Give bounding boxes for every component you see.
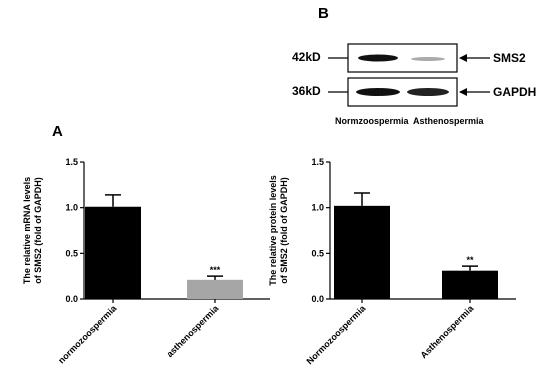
protein-label: SMS2 xyxy=(493,51,526,65)
y-tick-label: 1.0 xyxy=(311,203,324,213)
band xyxy=(411,57,445,61)
y-tick-label: 1.5 xyxy=(311,157,324,167)
y-tick-label: 1.5 xyxy=(65,157,78,167)
bar xyxy=(187,279,243,299)
x-tick-label: asthenospermia xyxy=(165,303,222,360)
y-axis-label: of SMS2 (fold of GAPDH) xyxy=(279,177,289,284)
y-tick-label: 0.0 xyxy=(311,294,324,304)
bar xyxy=(85,206,141,299)
panel-label: B xyxy=(318,5,329,22)
error-bar xyxy=(462,265,478,271)
error-bar xyxy=(207,275,223,280)
error-bar xyxy=(354,192,370,206)
x-tick-label: Normozoospermia xyxy=(304,303,368,367)
y-tick-label: 0.5 xyxy=(311,248,324,258)
bar xyxy=(442,270,498,299)
band xyxy=(407,88,449,96)
significance: *** xyxy=(210,265,221,275)
protein-label: GAPDH xyxy=(493,85,536,99)
error-bar xyxy=(105,194,121,207)
bar xyxy=(334,205,390,299)
y-tick-label: 1.0 xyxy=(65,203,78,213)
blot-panel: B 42kD 36kD SMS2 GAPDH Normzoospermia As… xyxy=(292,5,536,126)
band xyxy=(358,54,398,62)
y-axis-label: The relative protein levels xyxy=(268,175,278,286)
y-axis-label: The relative mRNA levels xyxy=(22,177,32,284)
y-tick-label: 0.0 xyxy=(65,294,78,304)
arrow-head xyxy=(459,88,467,96)
y-tick-label: 0.5 xyxy=(65,248,78,258)
marker-label: 36kD xyxy=(292,84,321,98)
marker-label: 42kD xyxy=(292,50,321,64)
significance: ** xyxy=(466,255,474,265)
x-tick-label: normozoospermia xyxy=(56,303,119,366)
panel-label: A xyxy=(52,123,63,140)
x-tick-label: Asthenospermia xyxy=(418,303,476,361)
lane-label: Asthenospermia xyxy=(413,116,485,126)
lane-label: Normzoospermia xyxy=(335,116,410,126)
y-axis-label: of SMS2 (fold of GAPDH) xyxy=(33,177,43,284)
band xyxy=(356,88,400,96)
arrow-head xyxy=(459,54,467,62)
